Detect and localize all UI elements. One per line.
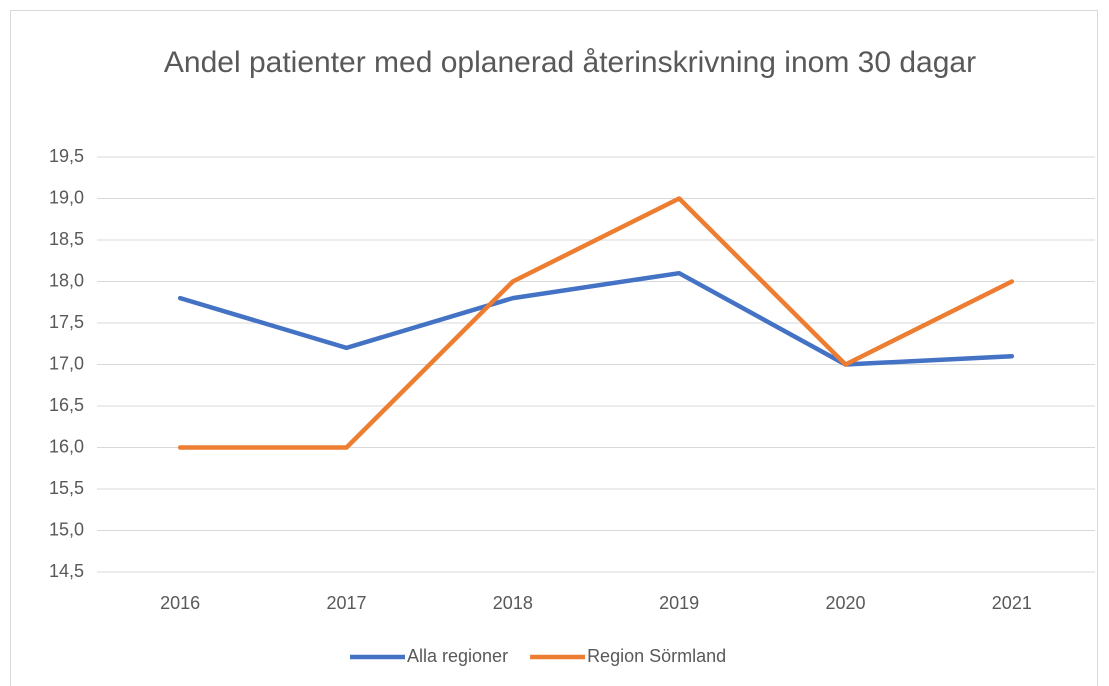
y-tick-label: 18,0: [49, 270, 84, 290]
x-tick-label: 2016: [160, 593, 200, 613]
legend-label: Region Sörmland: [587, 646, 726, 666]
y-tick-label: 14,5: [49, 561, 84, 581]
legend-label: Alla regioner: [407, 646, 508, 666]
chart-title: Andel patienter med oplanerad återinskri…: [163, 46, 977, 79]
y-tick-label: 17,5: [49, 312, 84, 332]
y-tick-label: 18,5: [49, 229, 84, 249]
x-tick-label: 2021: [992, 593, 1032, 613]
y-tick-label: 17,0: [49, 353, 84, 373]
series-line: [177, 270, 1015, 367]
series-line: [177, 196, 1015, 450]
y-tick-label: 16,5: [49, 395, 84, 415]
y-tick-label: 16,0: [49, 436, 84, 456]
chart-frame: [10, 10, 1098, 686]
x-tick-label: 2020: [825, 593, 865, 613]
y-tick-label: 15,5: [49, 478, 84, 498]
y-tick-label: 19,5: [49, 146, 84, 166]
x-tick-label: 2017: [326, 593, 366, 613]
x-tick-label: 2019: [659, 593, 699, 613]
y-tick-label: 15,0: [49, 519, 84, 539]
y-tick-label: 19,0: [49, 187, 84, 207]
x-tick-label: 2018: [493, 593, 533, 613]
